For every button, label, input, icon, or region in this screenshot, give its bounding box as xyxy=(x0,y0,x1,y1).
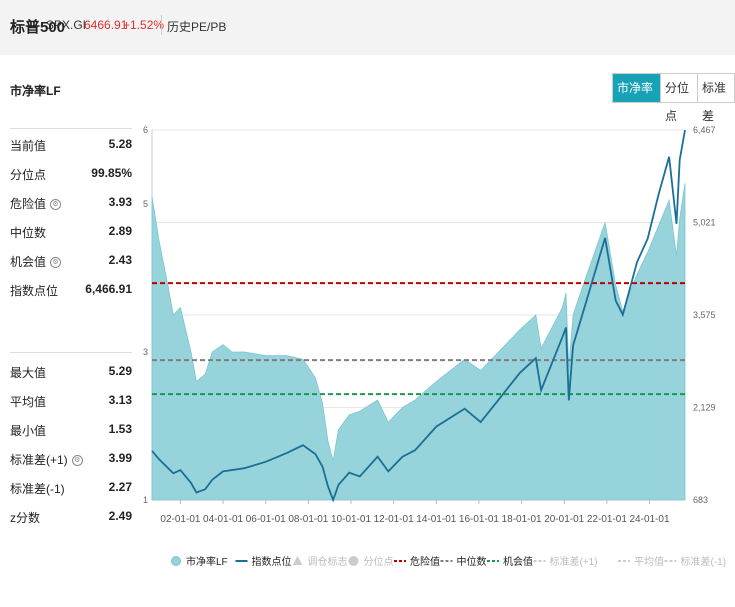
legend-item: 调仓标志 xyxy=(308,555,348,568)
stat-value: 6,466.91 xyxy=(85,282,132,296)
right-axis-tick: 683 xyxy=(693,495,708,505)
stat-label: 机会值 ⚙ xyxy=(10,253,62,270)
legend-item: 指数点位 xyxy=(252,555,292,568)
stat-label: 危险值 ⚙ xyxy=(10,195,62,212)
stat-value: 2.43 xyxy=(108,253,132,267)
stat-label: 指数点位 xyxy=(10,284,59,298)
legend-item: 市净率LF xyxy=(186,555,228,568)
legend-item: 平均值 xyxy=(634,555,664,568)
pb-area xyxy=(151,183,686,501)
stat-danger: 危险值 ⚙ 3.93 xyxy=(10,189,132,218)
stats-divider xyxy=(10,352,132,353)
stat-label: 最小值 xyxy=(10,424,47,438)
stat-label: 中位数 xyxy=(10,226,47,240)
x-axis-tick: 18-01-01 xyxy=(502,514,542,525)
tab-pb-lf[interactable]: 市净率LF xyxy=(613,74,660,123)
panel-title: 市净率LF xyxy=(10,84,61,98)
stat-min: 最小值 1.53 xyxy=(10,416,132,445)
right-axis-tick: 5,021 xyxy=(693,218,716,228)
legend-item: 分位点 xyxy=(364,555,394,568)
stat-label: 当前值 xyxy=(10,139,47,153)
history-pe-pb-link[interactable]: 历史PE/PB xyxy=(167,20,227,34)
left-axis-tick: 5 xyxy=(143,199,148,209)
x-axis-tick: 12-01-01 xyxy=(374,514,414,525)
right-axis-tick: 2,129 xyxy=(693,403,716,413)
x-axis-tick: 16-01-01 xyxy=(459,514,499,525)
stat-mean: 平均值 3.13 xyxy=(10,387,132,416)
tab-std-dev[interactable]: 标准差 xyxy=(696,74,734,123)
left-axis-tick: 3 xyxy=(143,347,148,357)
stat-label: 标准差(+1) ⚙ xyxy=(10,451,83,468)
stat-value: 5.28 xyxy=(108,137,132,151)
x-axis-tick: 10-01-01 xyxy=(331,514,371,525)
x-axis-tick: 08-01-01 xyxy=(288,514,328,525)
x-axis-tick: 24-01-01 xyxy=(629,514,669,525)
stat-value: 2.49 xyxy=(108,509,132,523)
stat-current: 当前值 5.28 xyxy=(10,131,132,160)
index-price: 6466.91 xyxy=(84,18,128,32)
legend-item: 机会值 xyxy=(503,555,533,568)
stat-label: z分数 xyxy=(10,511,41,525)
stats-top: 当前值 5.28 分位点 99.85% 危险值 ⚙ 3.93 中位数 2.89 机会值 ⚙ 2… xyxy=(10,131,132,305)
metric-tabs: 市净率LF 分位点 标准差 xyxy=(612,73,735,123)
stat-label-text: 危险值 xyxy=(10,197,47,211)
header-divider xyxy=(161,15,162,35)
stats-bottom: 最大值 5.29 平均值 3.13 最小值 1.53 标准差(+1) ⚙ 3.99 标准差… xyxy=(10,358,132,532)
stat-index-level: 指数点位 6,466.91 xyxy=(10,276,132,305)
x-axis-tick: 02-01-01 xyxy=(160,514,200,525)
index-code: SPX.GI xyxy=(46,18,87,32)
left-axis-tick: 1 xyxy=(143,495,148,505)
gear-icon[interactable]: ⚙ xyxy=(50,199,62,211)
stat-value: 3.13 xyxy=(108,393,132,407)
stat-opportunity: 机会值 ⚙ 2.43 xyxy=(10,247,132,276)
stat-value: 3.99 xyxy=(108,451,132,465)
stat-std-plus: 标准差(+1) ⚙ 3.99 xyxy=(10,445,132,474)
gear-icon[interactable]: ⚙ xyxy=(50,257,62,269)
stat-value: 99.85% xyxy=(91,166,132,180)
legend-item: 标准差(+1) xyxy=(550,555,598,568)
stat-zscore: z分数 2.49 xyxy=(10,503,132,532)
x-axis-tick: 04-01-01 xyxy=(203,514,243,525)
index-line xyxy=(151,129,686,503)
index-change: +1.52% xyxy=(123,18,165,32)
stat-value: 3.93 xyxy=(108,195,132,209)
stat-max: 最大值 5.29 xyxy=(10,358,132,387)
stat-median: 中位数 2.89 xyxy=(10,218,132,247)
tab-percentile[interactable]: 分位点 xyxy=(659,74,697,123)
legend-item: 中位数 xyxy=(457,555,487,568)
stat-label-text: 标准差(+1) xyxy=(10,453,68,467)
right-axis-tick: 3,575 xyxy=(693,310,716,320)
stats-divider xyxy=(10,128,132,129)
stat-value: 1.53 xyxy=(108,422,132,436)
legend-item: 危险值 xyxy=(410,555,440,568)
header-bar: 标普500 SPX.GI 6466.91 +1.52% 历史PE/PB xyxy=(0,0,735,52)
x-axis-tick: 20-01-01 xyxy=(544,514,584,525)
stat-label: 最大值 xyxy=(10,366,47,380)
stat-value: 2.89 xyxy=(108,224,132,238)
stat-label: 平均值 xyxy=(10,395,47,409)
stat-std-minus: 标准差(-1) 2.27 xyxy=(10,474,132,503)
stat-label: 分位点 xyxy=(10,168,47,182)
legend-item: 标准差(-1) xyxy=(681,555,727,568)
left-axis-tick: 6 xyxy=(143,125,148,135)
index-name: 标普500 xyxy=(10,19,66,36)
right-axis-tick: 6,467 xyxy=(693,125,716,135)
gear-icon[interactable]: ⚙ xyxy=(71,455,83,467)
stat-value: 5.29 xyxy=(108,364,132,378)
legend-marker xyxy=(348,556,359,566)
legend-marker xyxy=(292,556,303,565)
stat-label: 标准差(-1) xyxy=(10,482,65,496)
x-axis-tick: 14-01-01 xyxy=(416,514,456,525)
stat-value: 2.27 xyxy=(108,480,132,494)
legend-marker xyxy=(171,556,181,566)
x-axis-tick: 06-01-01 xyxy=(246,514,286,525)
x-axis-tick: 22-01-01 xyxy=(587,514,627,525)
stat-label-text: 机会值 xyxy=(10,255,47,269)
stat-percentile: 分位点 99.85% xyxy=(10,160,132,189)
